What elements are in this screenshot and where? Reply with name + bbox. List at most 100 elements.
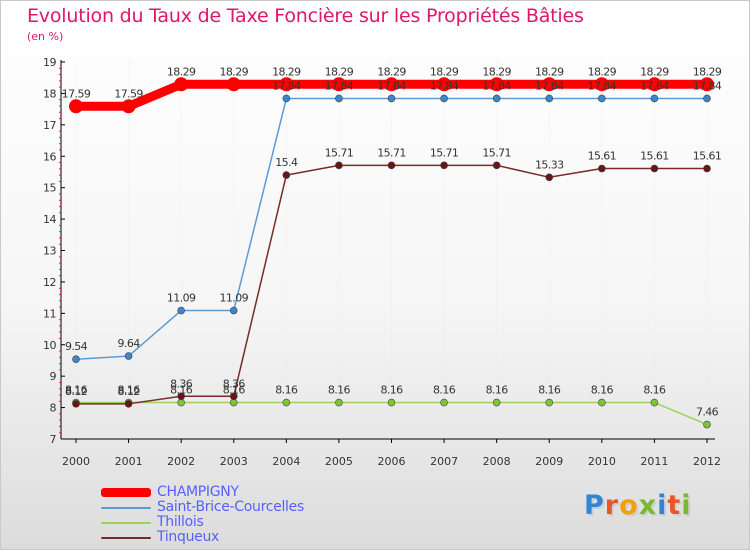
data-labels: 17.59 17.59 18.29 18.29 18.29 18.29 18.29 18.29… xyxy=(62,65,723,419)
data-point-tinqueux xyxy=(177,392,185,401)
data-label-thillois: 8.16 xyxy=(170,384,193,397)
data-point-champigny xyxy=(542,77,557,92)
y-tick-label: 15 xyxy=(43,182,56,195)
logo-letter: r xyxy=(604,490,620,521)
data-point-saint-brice-courcelles xyxy=(72,355,80,364)
data-point-thillois xyxy=(177,398,185,407)
data-label-saint-brice-courcelles: 17.84 xyxy=(588,79,617,92)
data-label-thillois: 8.16 xyxy=(538,384,561,397)
data-label-saint-brice-courcelles: 17.84 xyxy=(535,79,564,92)
data-label-champigny: 18.29 xyxy=(430,65,459,78)
legend-swatch xyxy=(101,521,151,524)
y-tick-label: 13 xyxy=(43,245,56,258)
legend: CHAMPIGNY Saint-Brice-Courcelles Thillois T… xyxy=(101,485,304,545)
data-label-tinqueux: 15.71 xyxy=(325,146,354,159)
data-label-thillois: 8.16 xyxy=(328,384,351,397)
logo-letters: Proxiti xyxy=(584,490,692,521)
data-point-champigny xyxy=(279,77,294,92)
data-label-champigny: 17.59 xyxy=(114,87,143,100)
data-label-tinqueux: 15.71 xyxy=(377,146,406,159)
y-tick-label: 11 xyxy=(43,307,56,320)
y-tick-label: 17 xyxy=(43,119,56,132)
data-point-thillois xyxy=(703,420,711,429)
x-tick-label: 2003 xyxy=(220,455,248,468)
legend-item-thillois: Thillois xyxy=(101,515,304,530)
data-label-tinqueux: 8.12 xyxy=(118,385,140,398)
data-point-thillois xyxy=(650,398,659,407)
data-point-champigny xyxy=(121,99,136,114)
data-point-saint-brice-courcelles xyxy=(492,94,501,103)
axes: 7 8 9 10 11 12 13 14 15 16 17 18 19 2000 2001 2002 2003 2… xyxy=(43,56,721,468)
chart-title: Evolution du Taux de Taxe Foncière sur l… xyxy=(27,5,584,27)
data-label-saint-brice-courcelles: 9.54 xyxy=(65,340,88,353)
data-point-champigny xyxy=(700,77,714,92)
data-point-thillois xyxy=(598,398,606,407)
data-label-champigny: 18.29 xyxy=(640,65,669,78)
data-label-tinqueux: 15.61 xyxy=(588,150,617,163)
series-lines xyxy=(69,77,714,429)
data-label-saint-brice-courcelles: 17.84 xyxy=(377,79,406,92)
x-tick-label: 2005 xyxy=(325,455,353,468)
data-label-thillois: 8.16 xyxy=(643,384,666,397)
data-point-champigny xyxy=(69,99,83,114)
x-tick-label: 2000 xyxy=(62,455,90,468)
data-label-saint-brice-courcelles: 17.84 xyxy=(640,79,669,92)
legend-label: Saint-Brice-Courcelles xyxy=(157,499,304,515)
series-line-saint-brice-courcelles xyxy=(75,97,707,360)
legend-swatch xyxy=(101,506,151,509)
data-label-thillois: 8.16 xyxy=(65,384,88,397)
legend-swatch xyxy=(101,536,151,539)
data-point-saint-brice-courcelles xyxy=(598,94,606,103)
data-point-thillois xyxy=(387,398,396,407)
y-tick-label: 7 xyxy=(50,433,57,446)
data-label-thillois: 8.16 xyxy=(380,384,403,397)
data-label-tinqueux: 8.36 xyxy=(223,377,246,390)
data-label-saint-brice-courcelles: 11.09 xyxy=(167,292,196,305)
x-tick-label: 2010 xyxy=(588,455,616,468)
y-tick-label: 12 xyxy=(43,276,56,289)
data-label-thillois: 8.16 xyxy=(433,384,456,397)
data-point-tinqueux xyxy=(440,161,448,170)
data-label-champigny: 18.29 xyxy=(167,65,196,78)
data-point-saint-brice-courcelles xyxy=(282,94,291,103)
data-point-thillois xyxy=(440,398,448,407)
data-point-saint-brice-courcelles xyxy=(545,94,554,103)
logo-letter: P xyxy=(584,490,605,521)
logo-letter: i xyxy=(681,490,692,521)
data-label-saint-brice-courcelles: 17.84 xyxy=(693,79,722,92)
x-tick-label: 2001 xyxy=(115,455,143,468)
data-label-saint-brice-courcelles: 17.84 xyxy=(272,79,301,92)
x-tick-label: 2011 xyxy=(640,455,668,468)
data-label-thillois: 7.46 xyxy=(696,406,719,419)
data-point-saint-brice-courcelles xyxy=(177,306,185,315)
data-label-tinqueux: 15.4 xyxy=(275,156,298,169)
data-point-champigny xyxy=(647,77,662,92)
logo-letter: t xyxy=(667,490,682,521)
data-label-tinqueux: 15.71 xyxy=(430,146,459,159)
legend-item-tinqueux: Tinqueux xyxy=(101,530,304,545)
proxiti-logo: Proxiti Proxiti xyxy=(584,490,693,523)
data-point-tinqueux xyxy=(703,164,711,173)
data-point-saint-brice-courcelles xyxy=(124,352,133,360)
data-point-champigny xyxy=(174,77,189,92)
data-point-thillois xyxy=(229,398,238,407)
y-tick-label: 14 xyxy=(43,213,56,226)
data-point-saint-brice-courcelles xyxy=(440,94,448,103)
x-tick-label: 2007 xyxy=(430,455,458,468)
data-point-saint-brice-courcelles xyxy=(229,306,238,315)
data-label-saint-brice-courcelles: 9.64 xyxy=(118,337,141,350)
data-label-champigny: 18.29 xyxy=(693,65,722,78)
x-tick-label: 2002 xyxy=(167,455,195,468)
data-label-tinqueux: 15.33 xyxy=(535,158,564,171)
data-point-thillois xyxy=(282,398,291,407)
data-point-champigny xyxy=(226,77,241,92)
data-label-champigny: 18.29 xyxy=(272,65,301,78)
legend-swatch xyxy=(101,488,151,497)
data-label-saint-brice-courcelles: 17.84 xyxy=(325,79,354,92)
x-tick-label: 2012 xyxy=(693,455,721,468)
data-point-saint-brice-courcelles xyxy=(703,94,711,103)
data-label-champigny: 18.29 xyxy=(588,65,617,78)
legend-label: Thillois xyxy=(157,514,204,530)
data-label-thillois: 8.16 xyxy=(223,384,246,397)
